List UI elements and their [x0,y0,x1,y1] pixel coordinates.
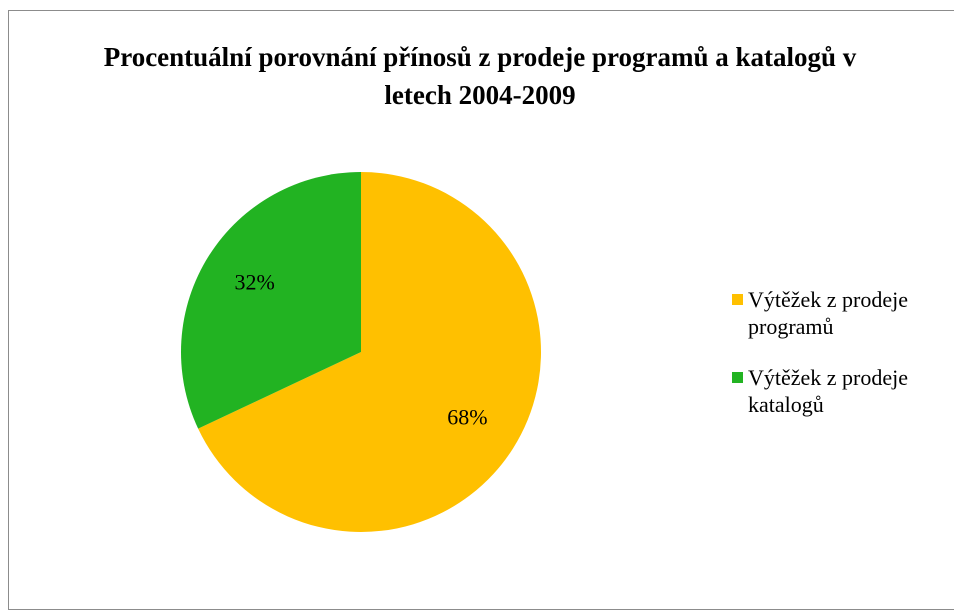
chart: 68% 32% [180,172,542,532]
pie-slice [180,172,361,429]
data-label: 32% [234,270,274,295]
chart-title: Procentuální porovnání přínosů z prodeje… [103,42,857,110]
legend: Výtěžek z prodeje programů Výtěžek z prod… [730,286,945,442]
data-label: 68% [447,405,487,430]
page: {"chart_data": {"type": "pie", "title": … [8,10,954,610]
pie-slice [198,172,542,532]
legend-label: Výtěžek z prodeje katalogů [748,365,909,417]
legend-swatch [732,372,743,383]
legend-label: Výtěžek z prodeje programů [748,287,909,339]
legend-item: Výtěžek z prodeje katalogů [730,364,945,418]
legend-swatch [732,294,743,305]
legend-item: Výtěžek z prodeje programů [730,286,945,340]
